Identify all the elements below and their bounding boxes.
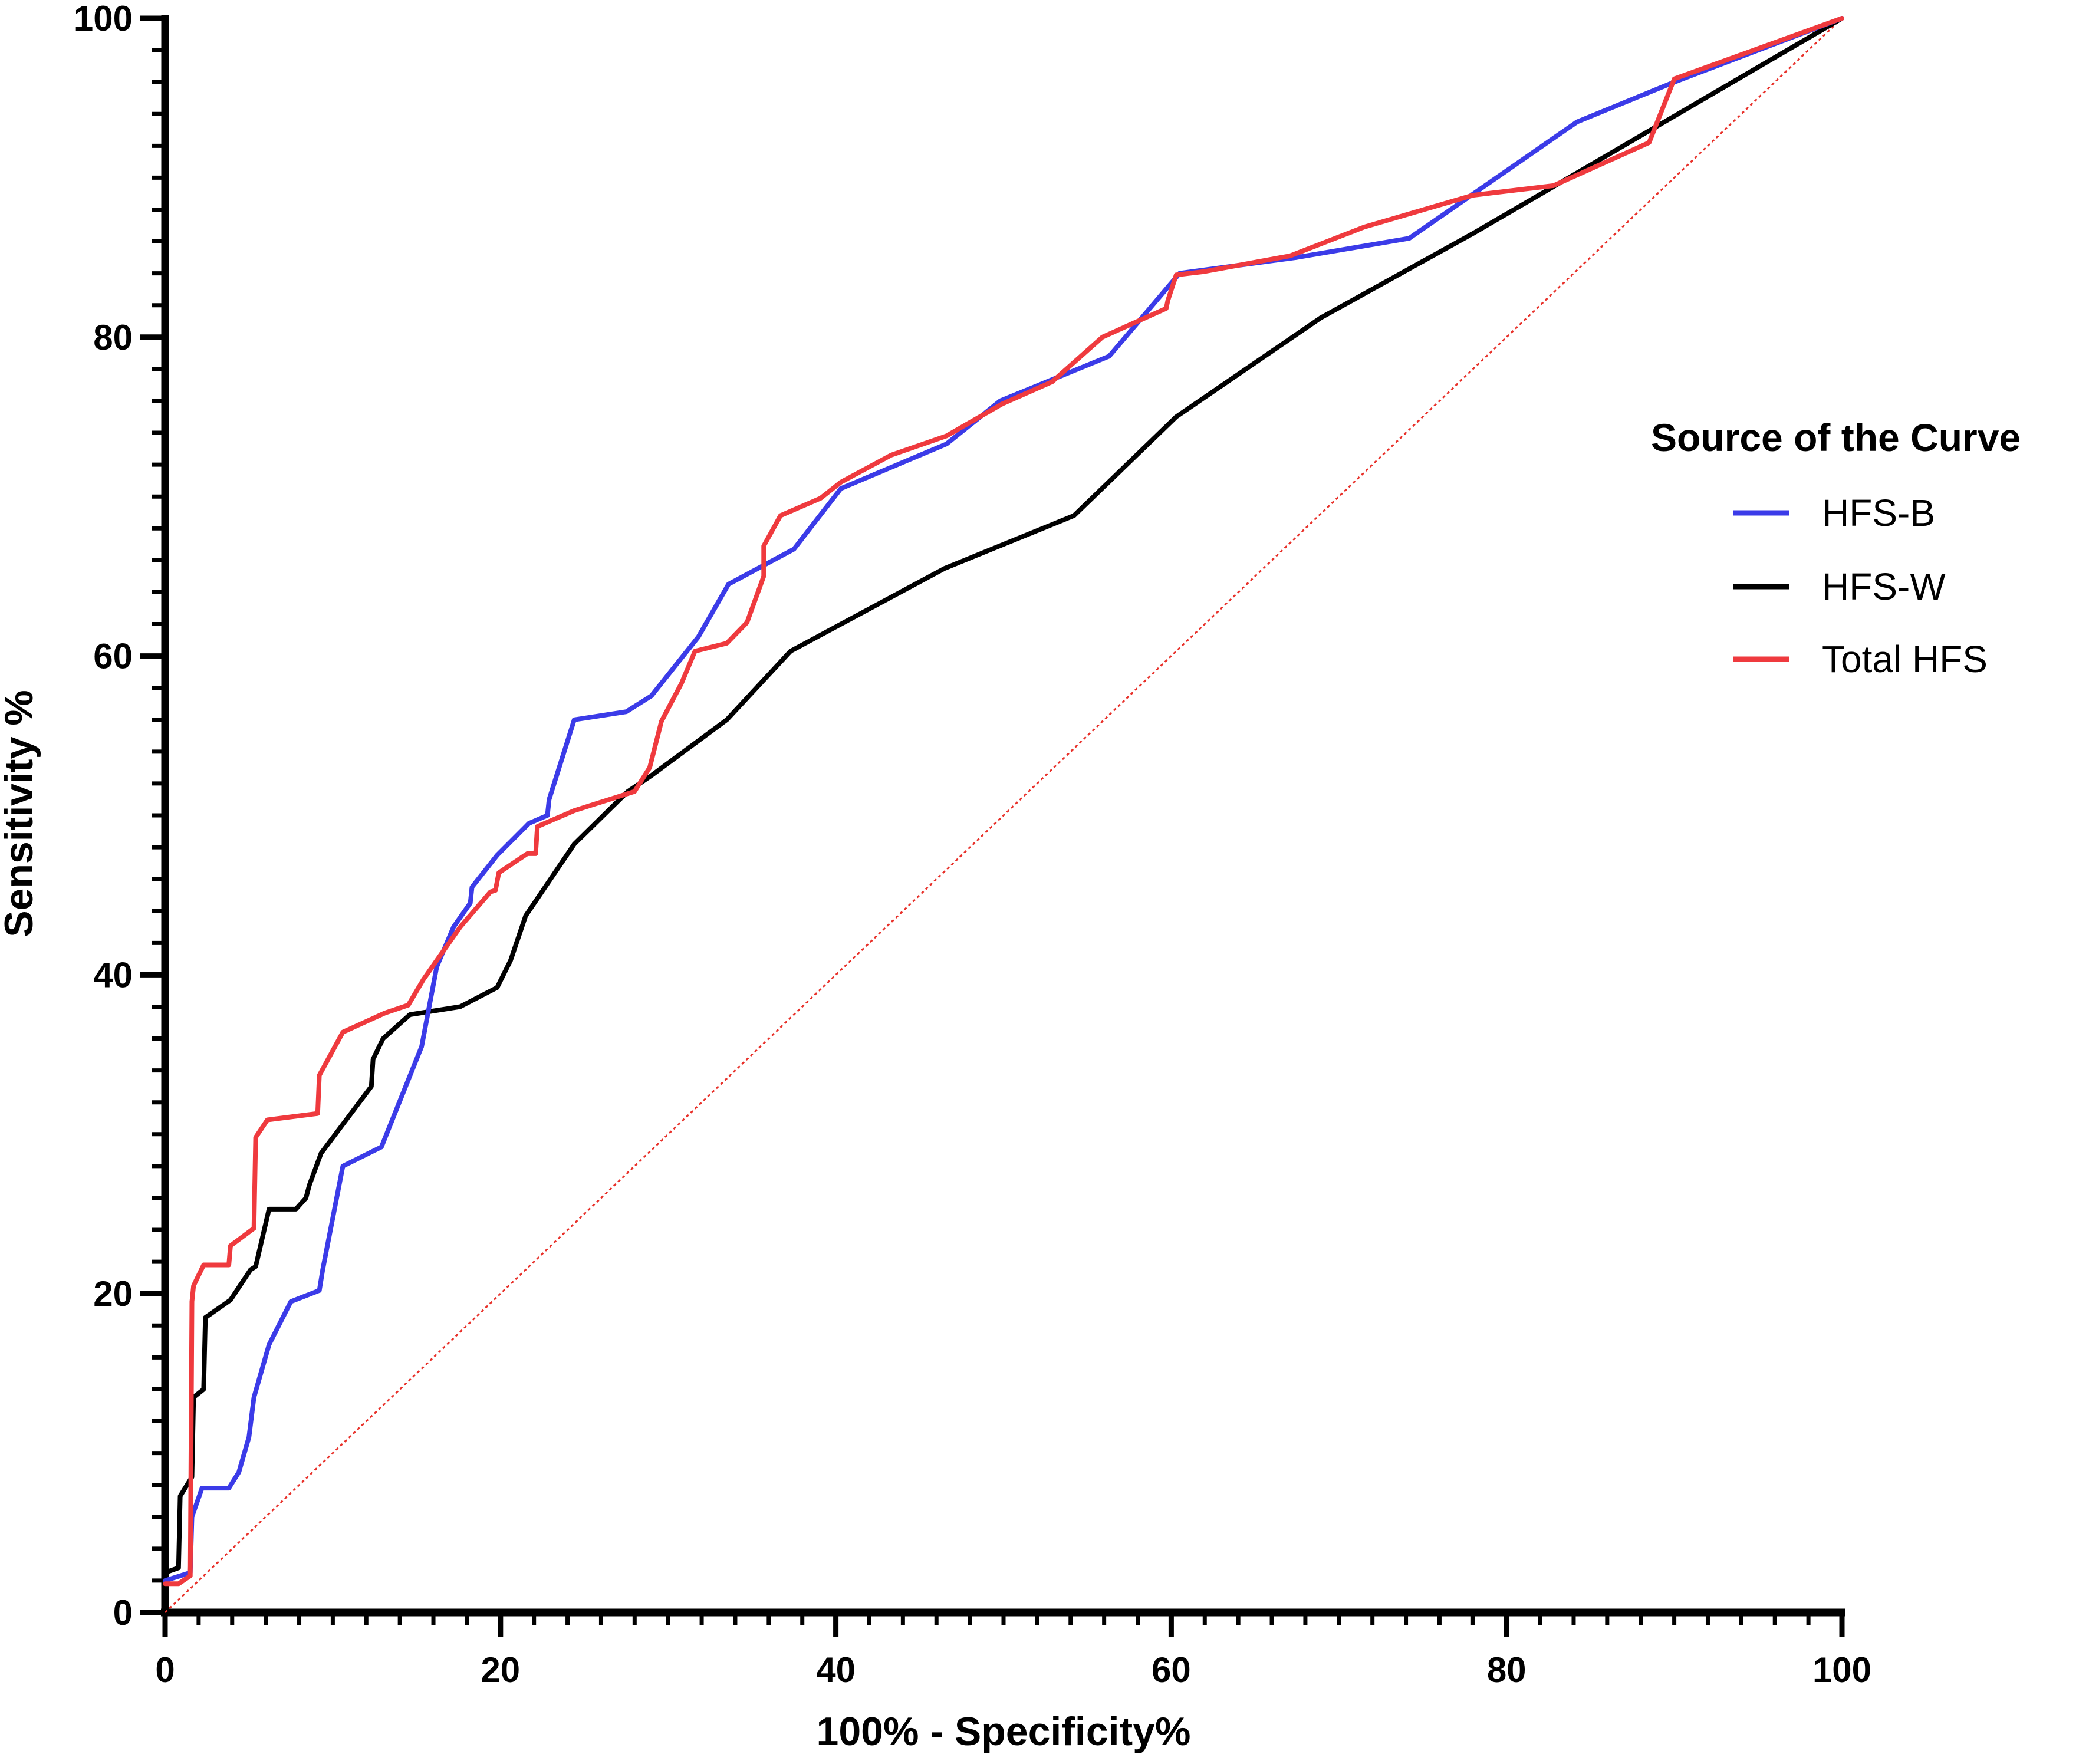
y-tick-label-80: 80 xyxy=(93,318,133,357)
legend-label-hfs-b: HFS-B xyxy=(1822,492,1935,534)
reference-diagonal-line xyxy=(164,17,1843,1614)
legend-title: Source of the Curve xyxy=(1651,416,2021,459)
series-line-total-hfs xyxy=(163,16,1844,1587)
legend-label-total-hfs: Total HFS xyxy=(1822,638,1988,680)
y-tick-label-40: 40 xyxy=(93,955,133,995)
y-tick-label-60: 60 xyxy=(93,637,133,676)
x-tick-label-0: 0 xyxy=(155,1650,175,1690)
x-tick-label-20: 20 xyxy=(481,1650,520,1690)
x-tick-label-60: 60 xyxy=(1152,1650,1191,1690)
x-tick-label-100: 100 xyxy=(1812,1650,1871,1690)
series-line-hfs-w xyxy=(163,16,1844,1575)
y-tick-label-20: 20 xyxy=(93,1274,133,1314)
y-tick-label-100: 100 xyxy=(74,0,133,38)
y-tick-label-0: 0 xyxy=(113,1593,133,1633)
x-axis-title: 100% - Specificity% xyxy=(817,1709,1191,1754)
x-tick-label-40: 40 xyxy=(816,1650,856,1690)
legend: Source of the Curve HFS-B HFS-W Total HF… xyxy=(1651,416,2021,680)
x-tick-label-80: 80 xyxy=(1487,1650,1527,1690)
y-axis-title: Sensitivity % xyxy=(0,690,41,937)
legend-label-hfs-w: HFS-W xyxy=(1822,565,1946,608)
series-line-hfs-b xyxy=(163,16,1844,1583)
